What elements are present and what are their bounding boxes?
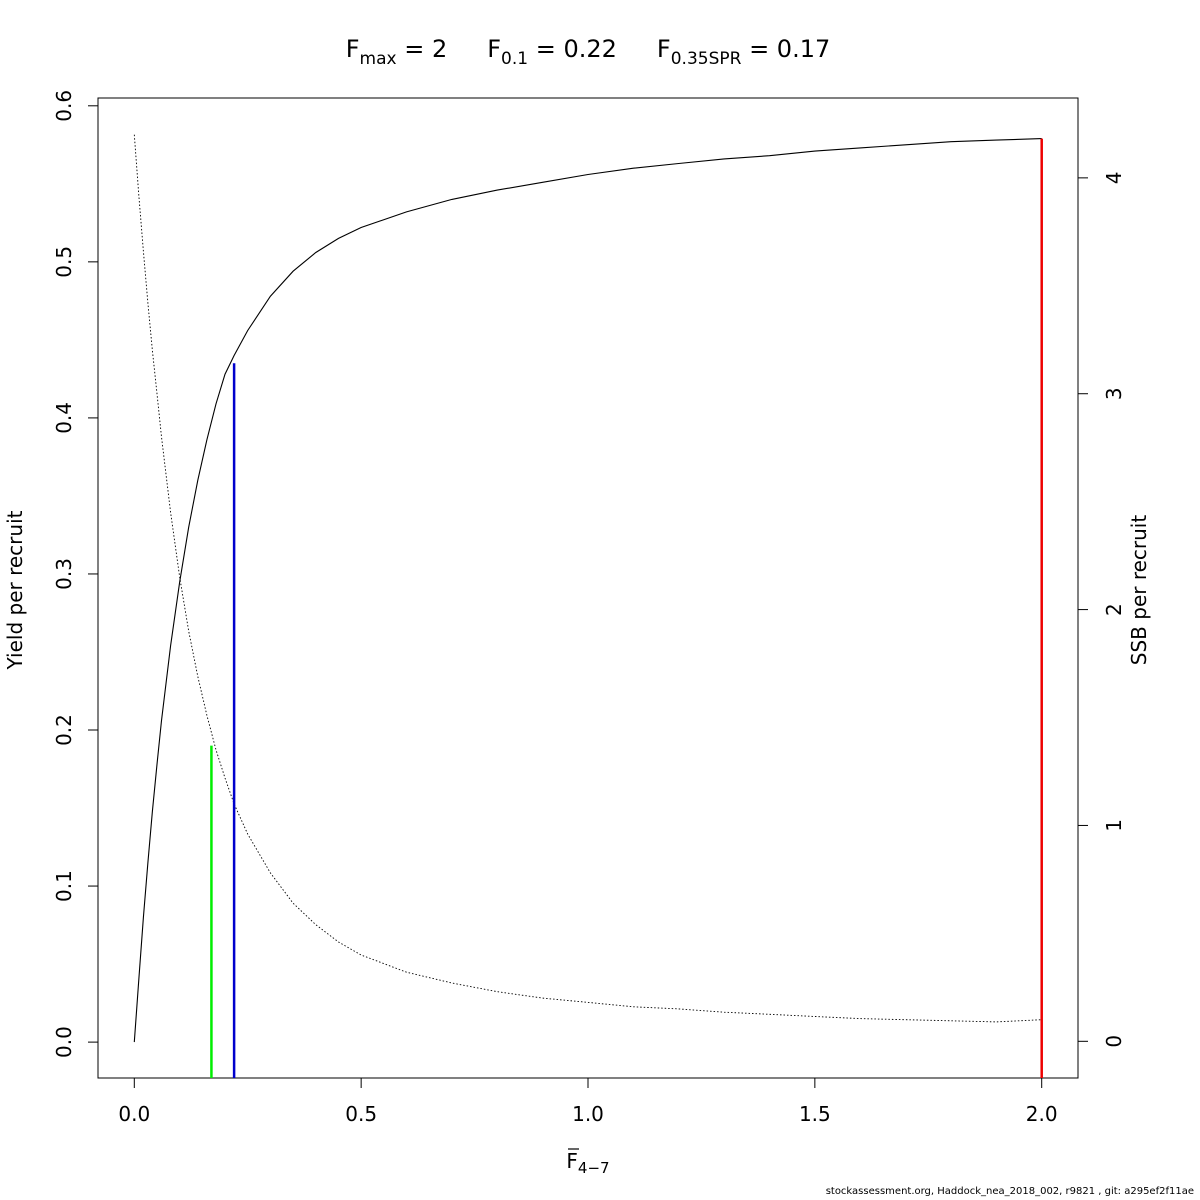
y-axis-right: 0 1 2 3 4 xyxy=(1078,172,1126,1048)
x-tick-label: 2.0 xyxy=(1026,1102,1058,1126)
title-part-1-base: F xyxy=(487,35,501,63)
plot-frame xyxy=(97,97,1079,1079)
yield-per-recruit-curve xyxy=(133,138,1042,1043)
x-axis-label-text: F4−7 xyxy=(566,1149,609,1177)
title-part-2-base: F xyxy=(657,35,671,63)
y2-tick-label: 1 xyxy=(1102,819,1126,832)
y2-tick-label: 3 xyxy=(1102,387,1126,400)
x-label-base: F xyxy=(566,1149,578,1173)
x-tick-label: 0.0 xyxy=(118,1102,150,1126)
ssb-per-recruit-curve xyxy=(133,134,1042,1023)
x-tick-label: 1.0 xyxy=(572,1102,604,1126)
y2-axis-label: SSB per recruit xyxy=(1127,515,1151,666)
y2-tick-label: 4 xyxy=(1102,172,1126,185)
title-part-0-sub: max xyxy=(360,49,397,69)
y2-tick-label: 2 xyxy=(1102,603,1126,616)
title-part-2-sub: 0.35SPR xyxy=(671,49,742,69)
y-tick-label: 0.0 xyxy=(52,1026,76,1058)
title-part-0-base: F xyxy=(346,35,360,63)
y-tick-label: 0.2 xyxy=(52,714,76,746)
title-part-1-sub: 0.1 xyxy=(501,49,528,69)
x-axis-label: F4−7 xyxy=(566,1148,610,1177)
y-tick-label: 0.4 xyxy=(52,402,76,434)
title-part-2-value: = 0.17 xyxy=(741,35,830,63)
y2-tick-label: 0 xyxy=(1102,1035,1126,1048)
y-axis-label: Yield per recruit xyxy=(3,510,27,670)
y-tick-label: 0.3 xyxy=(52,558,76,590)
y-tick-label: 0.1 xyxy=(52,870,76,902)
y-tick-label: 0.5 xyxy=(52,246,76,278)
chart-title: Fmax = 2 F0.1 = 0.22 F0.35SPR = 0.17 xyxy=(346,35,831,69)
title-part-1-value: = 0.22 xyxy=(528,35,617,63)
series-layer xyxy=(133,134,1042,1043)
reference-lines xyxy=(210,138,1043,1078)
title-part-0-value: = 2 xyxy=(397,35,448,63)
x-label-sub: 4−7 xyxy=(578,1159,610,1177)
footer-credit: stockassessment.org, Haddock_nea_2018_00… xyxy=(825,1186,1194,1197)
x-axis: 0.0 0.5 1.0 1.5 2.0 xyxy=(118,1078,1058,1126)
x-tick-label: 0.5 xyxy=(345,1102,377,1126)
x-tick-label: 1.5 xyxy=(799,1102,831,1126)
y-tick-label: 0.6 xyxy=(52,90,76,122)
y-axis-left: 0.0 0.1 0.2 0.3 0.4 0.5 0.6 xyxy=(52,90,98,1058)
